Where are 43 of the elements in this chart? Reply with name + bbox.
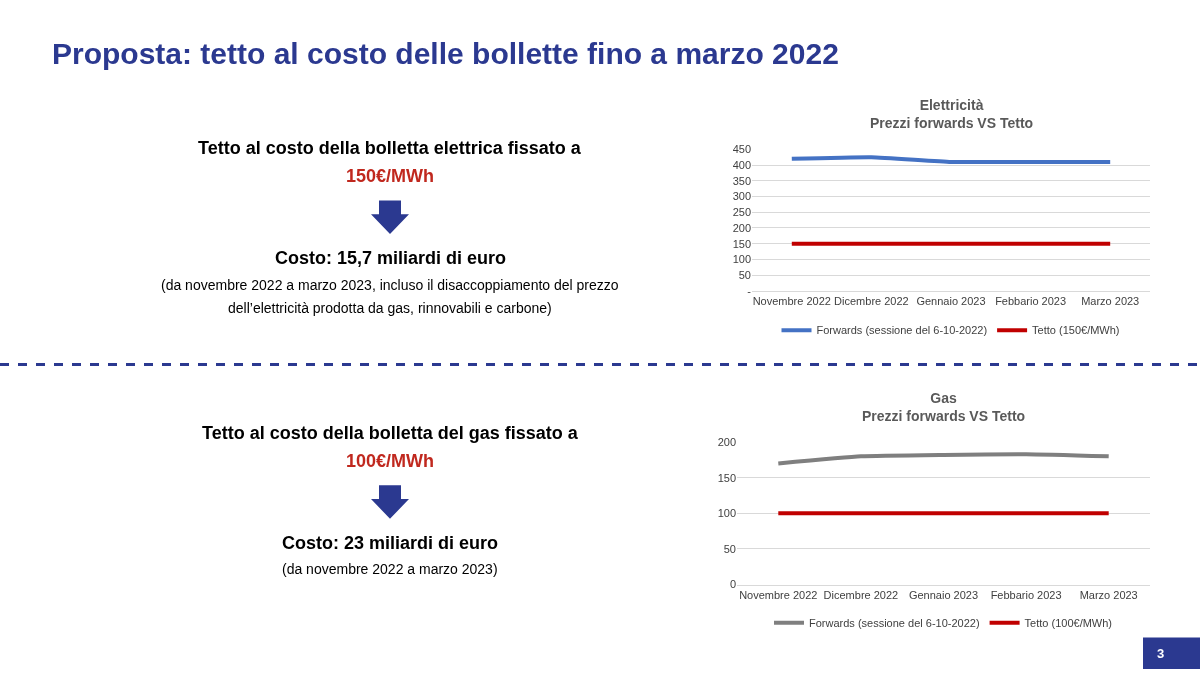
x-tick-label: Dicembre 2022 bbox=[823, 588, 899, 601]
text: Tetto al costo della bolletta elettrica fissato a bbox=[198, 138, 582, 158]
y-tick-label: 150 bbox=[732, 237, 751, 250]
text: Tetto al costo della bolletta del gas fissato a bbox=[202, 423, 579, 443]
text: dell’elettricità prodotta da gas, rinnovabili e carbone) bbox=[228, 300, 552, 316]
legend-label: Forwards (sessione del 6-10-2022) bbox=[809, 617, 980, 630]
y-tick-label: 350 bbox=[732, 174, 751, 187]
text: (da novembre 2022 a marzo 2023, incluso il disaccoppiamento del prezzo bbox=[161, 277, 619, 293]
x-tick-label: Gennaio 2023 bbox=[908, 588, 979, 601]
text: Costo: 15,7 miliardi di euro bbox=[275, 248, 507, 268]
y-tick-label: 400 bbox=[732, 158, 751, 171]
y-tick-label: 100 bbox=[717, 507, 736, 520]
text: (da novembre 2022 a marzo 2023) bbox=[282, 561, 498, 577]
y-tick-label: 450 bbox=[732, 143, 751, 156]
text: 100€/MWh bbox=[346, 451, 435, 471]
y-tick-label: 50 bbox=[738, 268, 751, 281]
text: Proposta: tetto al costo delle bollette fino a marzo 2022 bbox=[52, 37, 839, 70]
y-tick-label: 300 bbox=[732, 190, 751, 203]
x-tick-label: Gennaio 2023 bbox=[916, 295, 986, 308]
y-tick-label: 150 bbox=[717, 471, 736, 484]
legend-label: Tetto (150€/MWh) bbox=[1032, 324, 1120, 337]
y-tick-label: 200 bbox=[717, 435, 736, 448]
chart-title: Gas Prezzi forwards VS Tetto bbox=[862, 390, 1026, 425]
text: Costo: 23 miliardi di euro bbox=[282, 533, 499, 553]
y-tick-label: 0 bbox=[729, 578, 736, 591]
chart-title: Elettricità Prezzi forwards VS Tetto bbox=[870, 97, 1034, 132]
x-tick-label: Marzo 2023 bbox=[1079, 588, 1138, 601]
x-tick-label: Marzo 2023 bbox=[1081, 295, 1140, 308]
x-tick-label: Dicembre 2022 bbox=[834, 295, 909, 308]
x-tick-label: Febbario 2023 bbox=[995, 295, 1067, 308]
y-tick-label: 100 bbox=[732, 253, 751, 266]
y-tick-label: - bbox=[747, 284, 752, 297]
x-tick-label: Febbario 2023 bbox=[990, 588, 1062, 601]
line-series bbox=[776, 452, 1111, 466]
y-tick-label: 200 bbox=[732, 221, 751, 234]
y-tick-label: 50 bbox=[723, 542, 736, 555]
x-tick-label: Novembre 2022 bbox=[739, 588, 818, 601]
legend-label: Forwards (sessione del 6-10-2022) bbox=[816, 324, 988, 337]
x-tick-label: Novembre 2022 bbox=[752, 295, 831, 308]
text: 150€/MWh bbox=[346, 166, 435, 186]
text: 3 bbox=[1157, 646, 1165, 661]
y-tick-label: 250 bbox=[732, 206, 751, 219]
legend-label: Tetto (100€/MWh) bbox=[1024, 617, 1113, 630]
